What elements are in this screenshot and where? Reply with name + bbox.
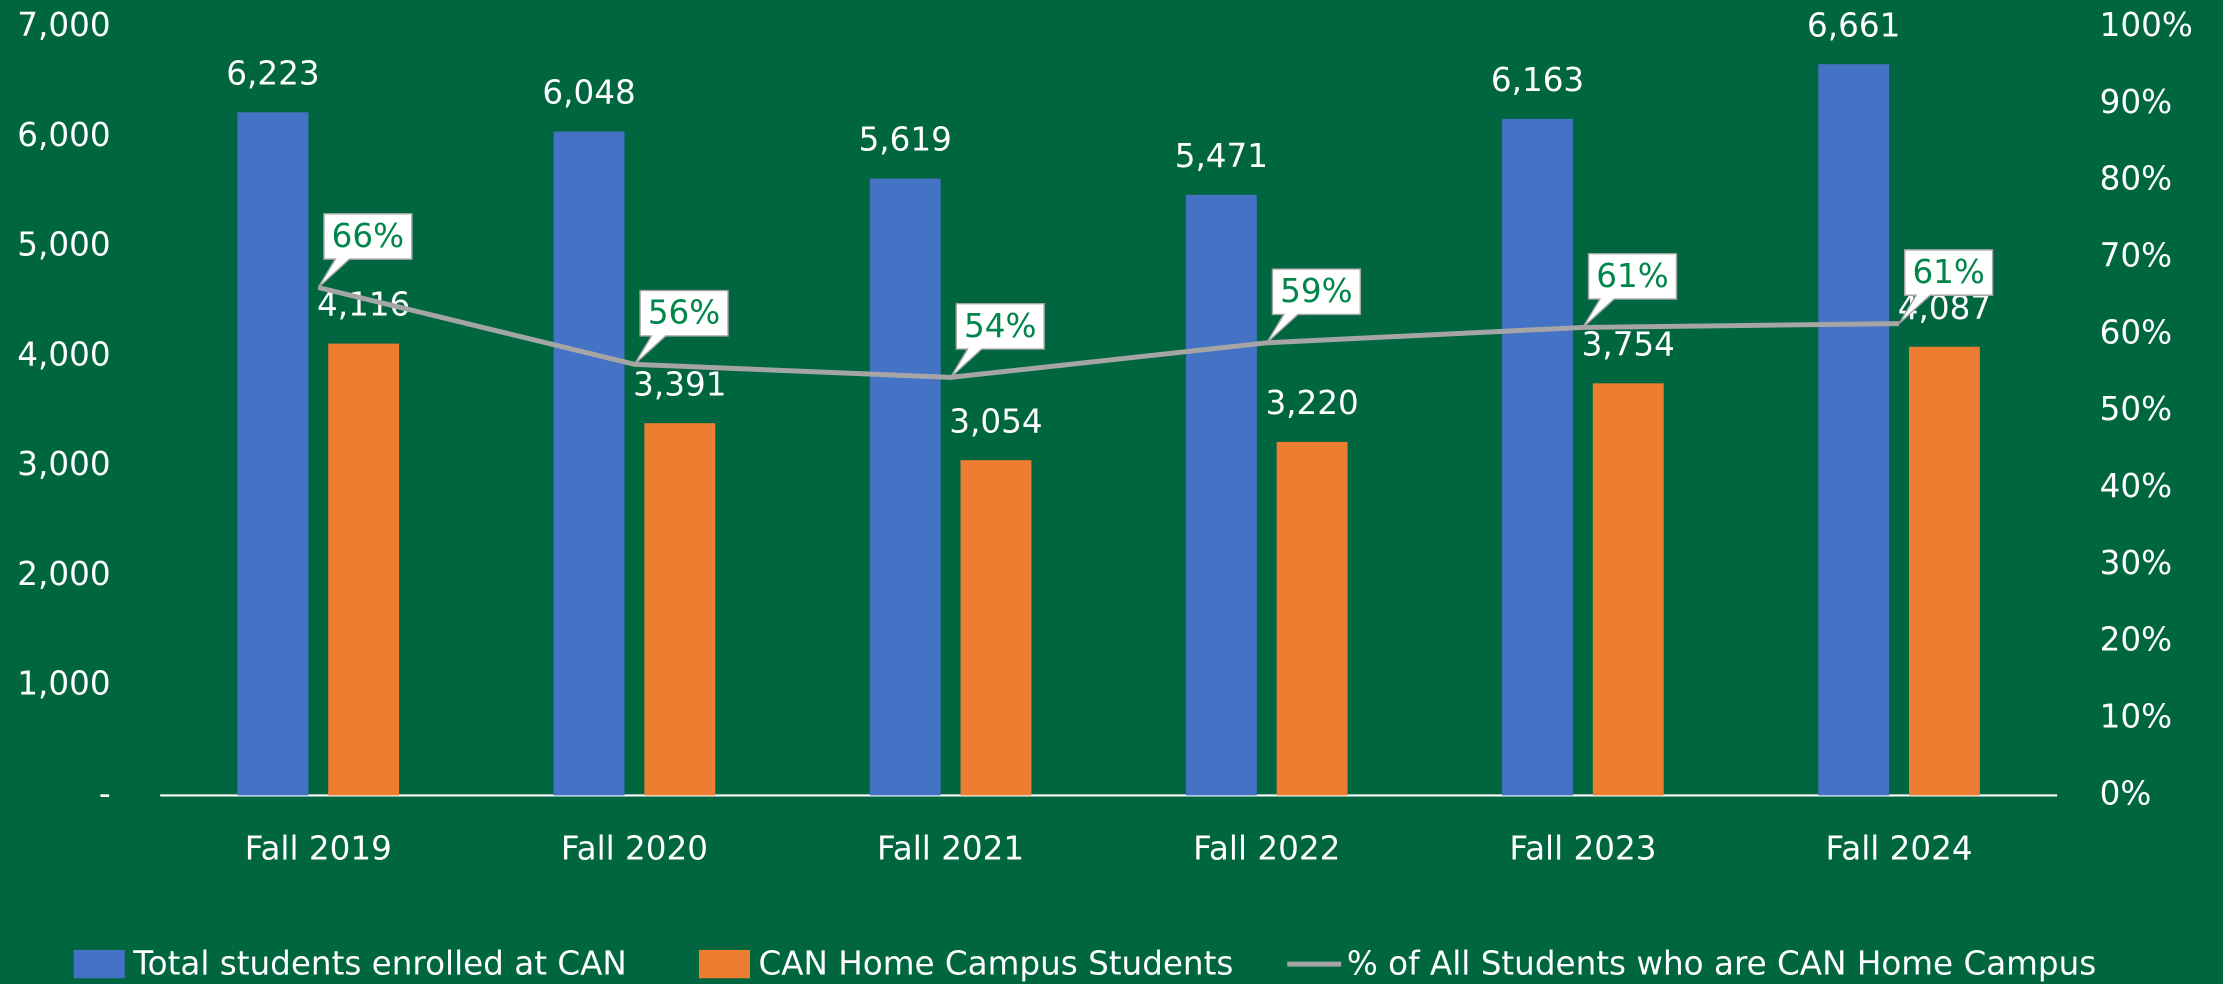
bar-value-label: 6,223 (226, 54, 319, 92)
bar-value-label: 6,048 (542, 74, 635, 112)
bar-value-label: 6,661 (1807, 6, 1900, 44)
x-tick-label: Fall 2020 (561, 830, 708, 868)
legend-label: % of All Students who are CAN Home Campu… (1347, 945, 2096, 983)
bar (644, 423, 716, 796)
x-tick-label: Fall 2023 (1509, 830, 1656, 868)
y2-tick-label: 70% (2100, 237, 2172, 275)
bar-value-label: 3,220 (1265, 384, 1358, 422)
callout-box (1898, 249, 1994, 325)
bar-value-label: 5,619 (859, 121, 952, 159)
y2-tick-label: 30% (2100, 544, 2172, 582)
bar-value-label: 6,163 (1491, 61, 1584, 99)
y-tick-label: 1,000 (17, 665, 110, 703)
bar (1502, 118, 1573, 796)
bar-value-label: 3,754 (1582, 325, 1675, 363)
legend-swatch (698, 949, 750, 979)
x-tick-label: Fall 2021 (877, 830, 1024, 868)
bar-value-label: 5,471 (1175, 137, 1268, 175)
x-tick-label: Fall 2024 (1825, 830, 1972, 868)
bar (328, 343, 400, 796)
y2-tick-label: 80% (2100, 160, 2172, 198)
y2-tick-label: 100% (2100, 6, 2193, 44)
y-tick-label: 4,000 (17, 335, 110, 373)
y-tick-label: 3,000 (17, 445, 110, 483)
bar (1908, 346, 1980, 796)
y2-tick-label: 20% (2100, 621, 2172, 659)
line-value-label: 59% (1280, 272, 1352, 310)
bar-value-label: 3,391 (633, 365, 726, 403)
y2-tick-label: 40% (2100, 467, 2172, 505)
y2-tick-label: 0% (2100, 774, 2152, 812)
callout-box (317, 213, 413, 289)
x-tick-label: Fall 2019 (245, 830, 392, 868)
line-value-label: 56% (648, 294, 720, 332)
bar (869, 178, 941, 796)
line-value-label: 66% (332, 217, 404, 255)
line (317, 285, 1900, 380)
y2-tick-label: 90% (2100, 83, 2172, 121)
legend-label: Total students enrolled at CAN (132, 945, 627, 983)
y-tick-label: 6,000 (17, 116, 110, 154)
bar (1185, 194, 1257, 796)
bar-value-label: 3,054 (949, 402, 1042, 440)
y2-tick-label: 60% (2100, 313, 2172, 351)
y2-tick-label: 10% (2100, 698, 2172, 736)
legend-label: CAN Home Campus Students (758, 945, 1233, 983)
y-tick-label: 7,000 (17, 6, 110, 44)
y-tick-label: - (99, 774, 111, 812)
y-tick-label: 2,000 (17, 555, 110, 593)
bar (553, 131, 625, 796)
bar (960, 460, 1032, 796)
y-tick-label: 5,000 (17, 226, 110, 264)
bar (1276, 441, 1348, 796)
callout-box (1266, 268, 1362, 344)
line-value-label: 61% (1596, 257, 1668, 295)
legend-swatch (73, 949, 125, 979)
callout-box (949, 302, 1045, 378)
y2-tick-label: 50% (2100, 390, 2172, 428)
line-value-label: 54% (964, 307, 1036, 345)
bar (1818, 64, 1890, 796)
bar (237, 112, 309, 796)
bar (1592, 383, 1664, 796)
line-value-label: 61% (1912, 253, 1984, 291)
x-tick-label: Fall 2022 (1193, 830, 1340, 868)
callout-box (1582, 253, 1678, 328)
callout-box (633, 289, 729, 365)
